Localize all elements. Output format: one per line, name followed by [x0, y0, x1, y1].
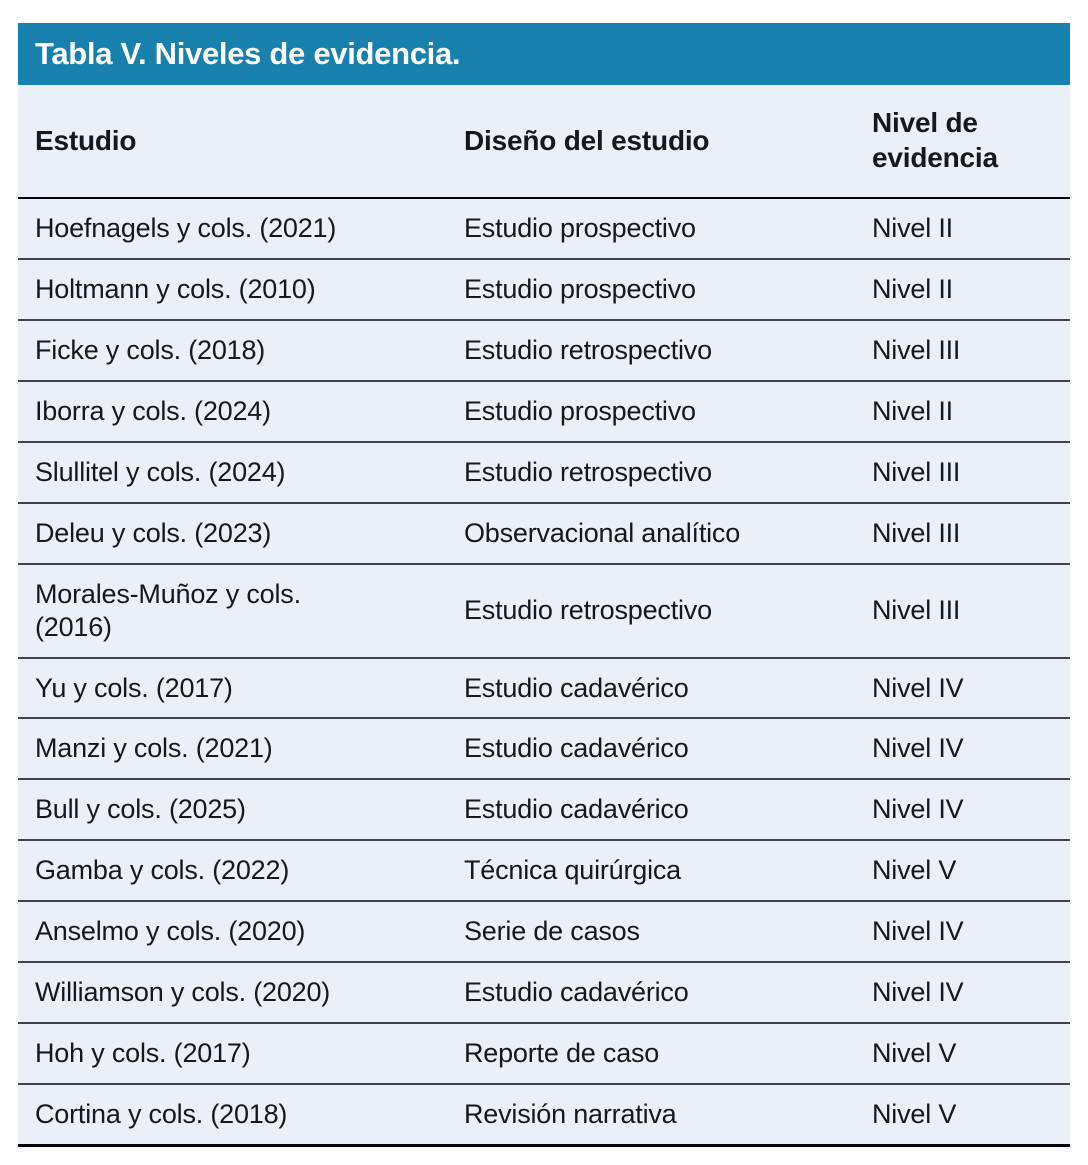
cell-estudio: Holtmann y cols. (2010)	[18, 257, 447, 320]
cell-estudio: Slullitel y cols. (2024)	[18, 440, 447, 503]
table-row: Deleu y cols. (2023) Observacional analí…	[18, 501, 1070, 564]
table-row: Anselmo y cols. (2020) Serie de casos Ni…	[18, 900, 1070, 963]
cell-nivel: Nivel IV	[855, 961, 1070, 1024]
cell-diseno: Estudio cadavérico	[447, 778, 855, 841]
column-header-estudio: Estudio	[18, 85, 447, 199]
cell-diseno: Técnica quirúrgica	[447, 839, 855, 902]
cell-estudio: Anselmo y cols. (2020)	[18, 900, 447, 963]
cell-estudio: Hoh y cols. (2017)	[18, 1022, 447, 1085]
table-row: Iborra y cols. (2024) Estudio prospectiv…	[18, 379, 1070, 442]
cell-nivel: Nivel II	[855, 197, 1070, 259]
cell-estudio: Hoefnagels y cols. (2021)	[18, 197, 447, 259]
cell-diseno: Serie de casos	[447, 900, 855, 963]
cell-nivel: Nivel IV	[855, 900, 1070, 963]
cell-nivel: Nivel V	[855, 1083, 1070, 1148]
cell-diseno: Estudio prospectivo	[447, 379, 855, 442]
table-row: Slullitel y cols. (2024) Estudio retrosp…	[18, 440, 1070, 503]
table-body: Hoefnagels y cols. (2021) Estudio prospe…	[18, 197, 1070, 1148]
cell-nivel: Nivel III	[855, 501, 1070, 564]
table-row: Holtmann y cols. (2010) Estudio prospect…	[18, 257, 1070, 320]
table-row: Yu y cols. (2017) Estudio cadavérico Niv…	[18, 656, 1070, 719]
cell-estudio: Cortina y cols. (2018)	[18, 1083, 447, 1148]
cell-nivel: Nivel II	[855, 379, 1070, 442]
cell-diseno: Estudio prospectivo	[447, 197, 855, 259]
table-row: Morales-Muñoz y cols. (2016) Estudio ret…	[18, 562, 1070, 658]
table-title: Tabla V. Niveles de evidencia.	[35, 36, 461, 71]
table-row: Manzi y cols. (2021) Estudio cadavérico …	[18, 717, 1070, 780]
table-row: Ficke y cols. (2018) Estudio retrospecti…	[18, 318, 1070, 381]
cell-diseno: Estudio retrospectivo	[447, 562, 855, 658]
cell-diseno: Estudio cadavérico	[447, 656, 855, 719]
table-row: Williamson y cols. (2020) Estudio cadavé…	[18, 961, 1070, 1024]
cell-nivel: Nivel IV	[855, 717, 1070, 780]
cell-nivel: Nivel III	[855, 562, 1070, 658]
cell-diseno: Estudio prospectivo	[447, 257, 855, 320]
header-row: Estudio Diseño del estudio Nivel de evid…	[18, 85, 1070, 199]
cell-diseno: Revisión narrativa	[447, 1083, 855, 1148]
cell-nivel: Nivel V	[855, 1022, 1070, 1085]
table-row: Hoh y cols. (2017) Reporte de caso Nivel…	[18, 1022, 1070, 1085]
cell-estudio: Iborra y cols. (2024)	[18, 379, 447, 442]
cell-estudio: Ficke y cols. (2018)	[18, 318, 447, 381]
cell-nivel: Nivel III	[855, 318, 1070, 381]
cell-nivel: Nivel IV	[855, 778, 1070, 841]
cell-nivel: Nivel III	[855, 440, 1070, 503]
table-row: Cortina y cols. (2018) Revisión narrativ…	[18, 1083, 1070, 1148]
table-title-bar: Tabla V. Niveles de evidencia.	[18, 23, 1070, 85]
cell-estudio: Deleu y cols. (2023)	[18, 501, 447, 564]
cell-estudio: Morales-Muñoz y cols. (2016)	[18, 562, 447, 658]
cell-diseno: Observacional analítico	[447, 501, 855, 564]
column-header-nivel: Nivel de evidencia	[855, 85, 1070, 199]
cell-estudio: Bull y cols. (2025)	[18, 778, 447, 841]
table-row: Hoefnagels y cols. (2021) Estudio prospe…	[18, 197, 1070, 259]
cell-nivel: Nivel V	[855, 839, 1070, 902]
cell-diseno: Reporte de caso	[447, 1022, 855, 1085]
cell-nivel: Nivel II	[855, 257, 1070, 320]
table-row: Bull y cols. (2025) Estudio cadavérico N…	[18, 778, 1070, 841]
cell-diseno: Estudio cadavérico	[447, 717, 855, 780]
column-header-diseno: Diseño del estudio	[447, 85, 855, 199]
table-row: Gamba y cols. (2022) Técnica quirúrgica …	[18, 839, 1070, 902]
cell-diseno: Estudio retrospectivo	[447, 440, 855, 503]
cell-estudio: Manzi y cols. (2021)	[18, 717, 447, 780]
cell-diseno: Estudio retrospectivo	[447, 318, 855, 381]
cell-diseno: Estudio cadavérico	[447, 961, 855, 1024]
evidence-table: Estudio Diseño del estudio Nivel de evid…	[18, 85, 1070, 1148]
cell-estudio: Gamba y cols. (2022)	[18, 839, 447, 902]
table-header: Estudio Diseño del estudio Nivel de evid…	[18, 85, 1070, 199]
cell-estudio: Yu y cols. (2017)	[18, 656, 447, 719]
cell-estudio: Williamson y cols. (2020)	[18, 961, 447, 1024]
cell-nivel: Nivel IV	[855, 656, 1070, 719]
